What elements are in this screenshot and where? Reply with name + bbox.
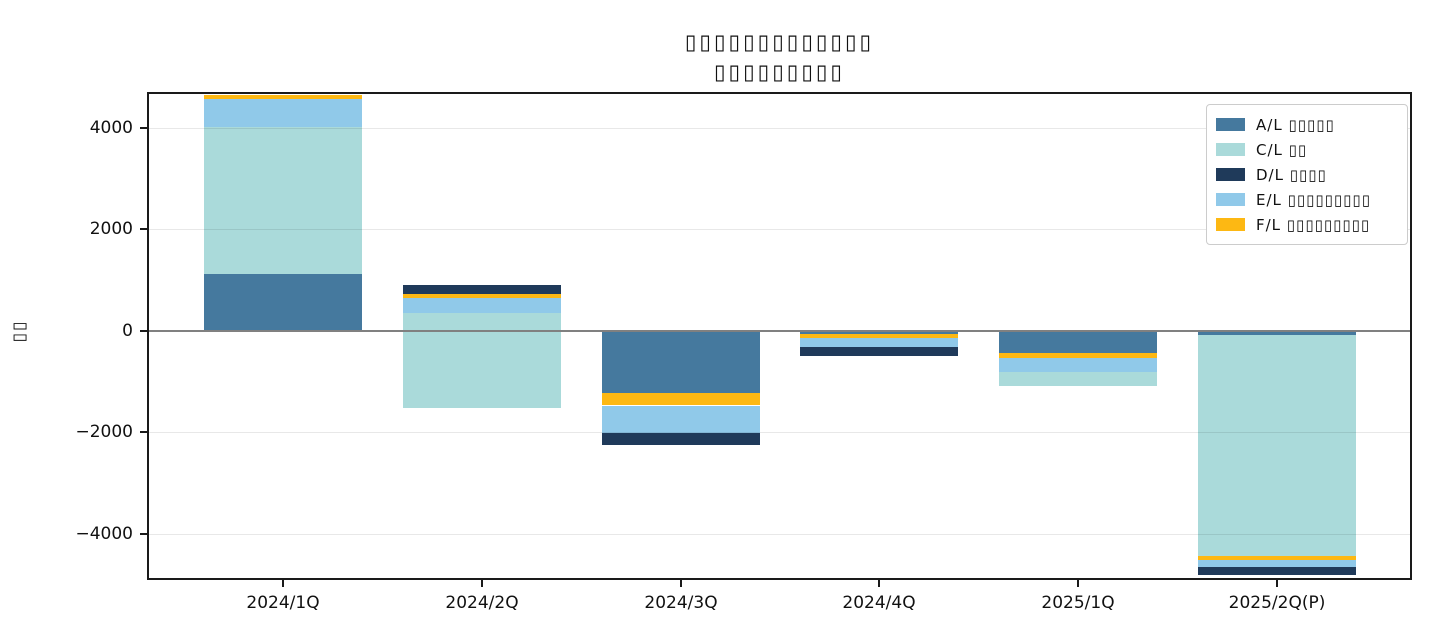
zero-line <box>149 329 1410 332</box>
x-tick-mark <box>282 580 284 587</box>
x-tick-label-2025/1Q: 2025/1Q <box>1041 593 1115 613</box>
y-tick-mark <box>140 431 147 434</box>
bar-segment-2024/4Q-F <box>800 333 958 339</box>
gridline-4000 <box>149 127 1410 129</box>
bar-segment-2024/1Q-C <box>204 127 362 275</box>
bar-segment-2024/2Q-F <box>403 293 561 298</box>
bar-segment-2025/2Q(P)-A <box>1198 330 1356 336</box>
y-tick-mark <box>140 532 147 535</box>
bar-segment-2025/1Q-E <box>999 358 1157 373</box>
chart-title: ▯▯▯▯▯▯▯▯▯▯▯▯▯ ▯▯▯▯▯▯▯▯▯ <box>147 27 1412 87</box>
y-tick-label: −4000 <box>75 523 133 544</box>
x-tick-mark <box>1077 580 1079 587</box>
bar-segment-2024/2Q-E <box>403 297 561 314</box>
x-tick-label-2024/4Q: 2024/4Q <box>842 593 916 613</box>
x-tick-mark <box>878 580 880 587</box>
bar-segment-2024/3Q-E <box>602 405 760 433</box>
legend-item-A: A/L ▯▯▯▯▯ <box>1216 112 1398 137</box>
legend-item-F: F/L ▯▯▯▯▯▯▯▯▯ <box>1216 212 1398 237</box>
bar-segment-2025/2Q(P)-E <box>1198 559 1356 568</box>
legend-swatch-A <box>1216 118 1245 131</box>
legend-swatch-C <box>1216 143 1245 156</box>
bar-segment-2025/1Q-F <box>999 352 1157 359</box>
y-tick-mark <box>140 126 147 129</box>
bar-segment-2024/4Q-E <box>800 338 958 347</box>
bar-segment-2025/2Q(P)-C <box>1198 335 1356 557</box>
y-tick-label: 0 <box>122 320 133 341</box>
legend-label-C: C/L ▯▯ <box>1256 140 1308 159</box>
legend-label-D: D/L ▯▯▯▯ <box>1256 165 1327 184</box>
legend-label-F: F/L ▯▯▯▯▯▯▯▯▯ <box>1256 215 1371 234</box>
x-tick-mark <box>481 580 483 587</box>
bar-segment-2024/1Q-F <box>204 94 362 99</box>
legend-swatch-E <box>1216 193 1245 206</box>
x-tick-label-2024/2Q: 2024/2Q <box>445 593 519 613</box>
bar-segment-2024/1Q-E <box>204 98 362 128</box>
x-tick-label-2025/2Q(P): 2025/2Q(P) <box>1228 593 1326 613</box>
y-tick-label: 2000 <box>89 219 133 240</box>
bar-segment-2024/3Q-F <box>602 392 760 406</box>
bar-segment-2024/1Q-A <box>204 274 362 331</box>
y-axis-label: ▯▯ <box>9 319 30 343</box>
legend-swatch-F <box>1216 218 1245 231</box>
legend-label-E: E/L ▯▯▯▯▯▯▯▯▯ <box>1256 190 1371 209</box>
x-tick-mark <box>680 580 682 587</box>
bar-segment-2024/3Q-D <box>602 432 760 446</box>
bar-segment-2025/1Q-C <box>999 372 1157 387</box>
gridline-−4000 <box>149 533 1410 535</box>
bar-segment-2025/2Q(P)-F <box>1198 556 1356 560</box>
x-tick-label-2024/3Q: 2024/3Q <box>644 593 718 613</box>
x-tick-label-2024/1Q: 2024/1Q <box>246 593 320 613</box>
legend-item-C: C/L ▯▯ <box>1216 137 1398 162</box>
bar-segment-2024/4Q-D <box>800 346 958 356</box>
gridline-2000 <box>149 229 1410 231</box>
legend-swatch-D <box>1216 168 1245 181</box>
legend-label-A: A/L ▯▯▯▯▯ <box>1256 115 1335 134</box>
legend: A/L ▯▯▯▯▯ C/L ▯▯ D/L ▯▯▯▯ E/L ▯▯▯▯▯▯▯▯▯ F/L … <box>1206 104 1408 245</box>
bar-segment-2024/3Q-A <box>602 330 760 393</box>
bar-segment-2024/2Q-C <box>403 313 561 409</box>
bar-segment-2025/2Q(P)-D <box>1198 567 1356 576</box>
y-tick-label: −2000 <box>75 422 133 443</box>
legend-item-E: E/L ▯▯▯▯▯▯▯▯▯ <box>1216 187 1398 212</box>
y-tick-mark <box>140 228 147 231</box>
chart-title-line2: ▯▯▯▯▯▯▯▯▯ <box>713 60 845 84</box>
chart-title-line1: ▯▯▯▯▯▯▯▯▯▯▯▯▯ <box>684 30 875 54</box>
legend-item-D: D/L ▯▯▯▯ <box>1216 162 1398 187</box>
y-tick-label: 4000 <box>89 117 133 138</box>
x-tick-mark <box>1276 580 1278 587</box>
gridline-−2000 <box>149 432 1410 434</box>
bar-segment-2025/1Q-A <box>999 330 1157 353</box>
bar-segment-2024/2Q-D <box>403 284 561 294</box>
y-tick-mark <box>140 329 147 332</box>
plot-area <box>147 92 1412 580</box>
bar-segment-2024/4Q-A <box>800 330 958 334</box>
